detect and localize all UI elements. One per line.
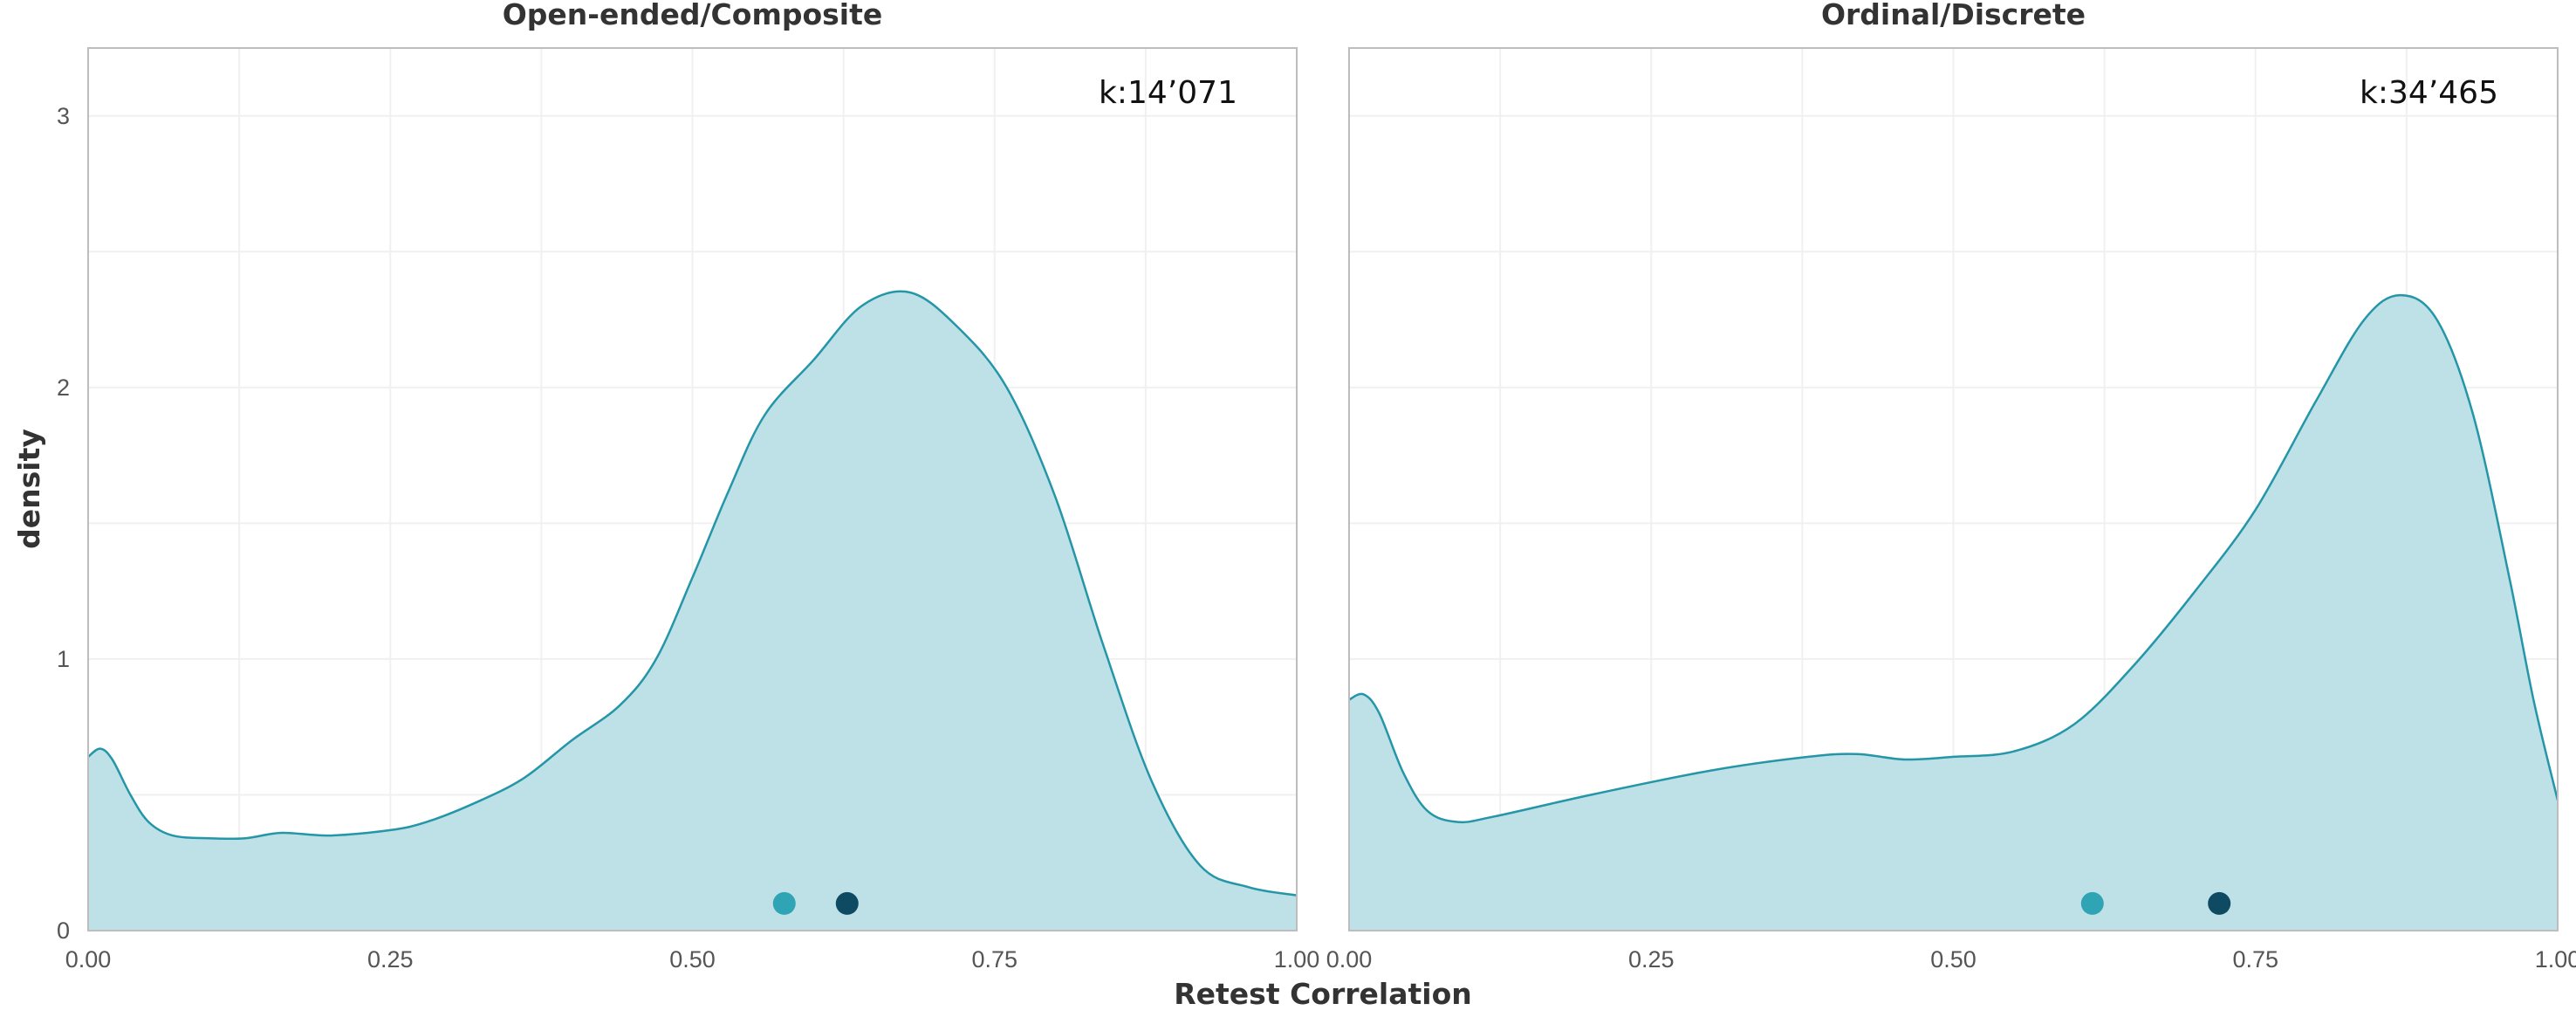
summary-point [2080, 891, 2104, 915]
k-annotation: k:14’071 [1099, 75, 1237, 111]
y-tick-label: 0 [57, 918, 70, 944]
panel-title: Ordinal/Discrete [1821, 0, 2086, 31]
k-annotation: k:34’465 [2360, 75, 2498, 111]
panel-title: Open-ended/Composite [503, 0, 882, 31]
panel-frame [1348, 47, 2559, 931]
summary-point [835, 891, 859, 915]
density-area [1349, 295, 2558, 931]
x-axis-ticks: 0.00 0.25 0.50 0.75 1.00 [65, 946, 1320, 973]
density-area [88, 291, 1297, 931]
density-curve [1348, 293, 2559, 824]
x-tick-label: 1.00 [2535, 946, 2576, 973]
density-curve [87, 290, 1298, 897]
y-tick-label: 1 [57, 646, 70, 672]
x-tick-label: 0.50 [669, 946, 716, 973]
x-axis-ticks: 0.00 0.25 0.50 0.75 1.00 [1326, 946, 2576, 973]
summary-points [772, 891, 859, 915]
summary-point [2208, 891, 2231, 915]
x-tick-label: 0.25 [367, 946, 414, 973]
summary-points [2080, 891, 2231, 915]
panel-open-ended-composite: Open-ended/Composite k:14’071 0.00 0.25 0.… [65, 0, 1320, 973]
y-tick-label: 3 [57, 103, 70, 129]
x-tick-label: 0.00 [65, 946, 112, 973]
x-tick-label: 1.00 [1274, 946, 1320, 973]
panel-frame [87, 47, 1298, 931]
y-axis-ticks: 0 1 2 3 [57, 103, 70, 944]
x-tick-label: 0.50 [1930, 946, 1977, 973]
summary-point [772, 891, 796, 915]
x-tick-label: 0.75 [971, 946, 1017, 973]
y-axis-title: density [12, 429, 46, 549]
x-tick-label: 0.75 [2232, 946, 2278, 973]
x-axis-title: Retest Correlation [1174, 977, 1472, 1011]
x-tick-label: 0.00 [1326, 946, 1373, 973]
panel-ordinal-discrete: Ordinal/Discrete k:34’465 0.00 0.25 0.50 0.… [1326, 0, 2576, 973]
x-tick-label: 0.25 [1628, 946, 1675, 973]
y-tick-label: 2 [57, 375, 70, 401]
